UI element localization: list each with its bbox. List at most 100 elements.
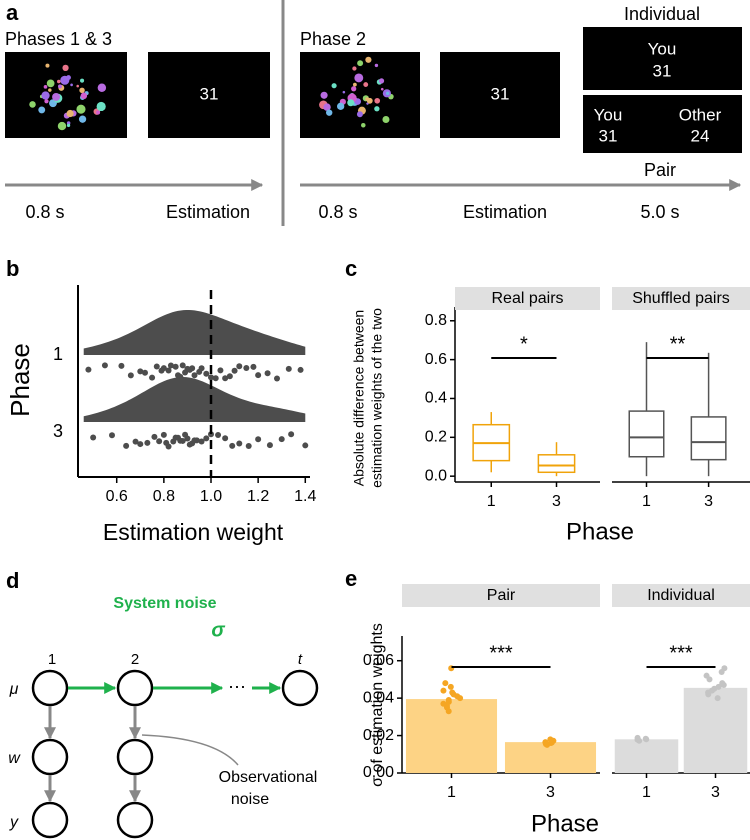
strip [612,287,750,310]
point [156,438,163,445]
strip [402,584,600,607]
stimulus-dot [97,83,107,92]
x-tick-label: 1 [642,493,651,510]
density [83,377,306,422]
point [245,442,252,449]
stimulus-dot [351,86,357,92]
point [255,436,262,443]
point [642,735,649,742]
point [142,369,148,376]
stimulus-dot [52,92,61,101]
point [542,739,549,746]
step-label: t [298,651,303,668]
time-label: Estimation [463,202,547,222]
point [149,374,156,381]
stimulus-dot [336,102,345,110]
significance: *** [489,642,513,664]
time-label: 0.8 s [318,202,357,222]
point [266,442,273,449]
stimulus-dot [385,91,390,96]
stimulus-dot [78,115,87,123]
point [264,370,271,377]
point [715,683,722,690]
phase-title: Phase 2 [300,29,366,49]
stimulus-dot [43,85,48,89]
point [285,365,292,372]
x-tick-label: 0.8 [153,488,175,505]
point [222,375,229,382]
point [144,439,151,446]
feedback-text: 31 [599,126,618,145]
point [217,367,224,374]
point [85,366,92,373]
stimulus-dot [80,92,88,100]
panel-label: e [345,566,357,591]
stimulus-dot [76,104,86,114]
x-tick-label: 1 [487,493,496,510]
time-label: 5.0 s [640,202,679,222]
y-tick-label: 0.6 [425,351,447,368]
stimulus-dot [66,121,71,125]
point [703,672,710,679]
stimulus-dot [96,101,106,112]
x-tick-label: 1.4 [294,488,316,505]
feedback-text: 31 [653,61,672,80]
node [31,669,69,707]
point [160,431,167,438]
stimulus-dot [48,88,52,92]
y-tick-label: 0.8 [425,312,447,329]
point [212,375,219,382]
point [440,700,447,707]
point [449,689,456,696]
strip-title: Pair [487,587,516,604]
stimulus-dot [80,78,85,83]
stimulus-dot [79,87,85,94]
stimulus-dot [331,83,337,89]
point [447,683,454,690]
node [116,669,154,707]
y-axis-label: σ of estimation weights [369,623,386,787]
point [132,438,139,445]
node [116,738,154,776]
point [165,443,172,450]
strip-title: Shuffled pairs [632,290,730,307]
node [281,669,319,707]
point [236,363,243,370]
panel-label: b [6,256,19,281]
point [215,431,222,438]
stimulus-dot [356,111,363,118]
point [137,368,144,375]
y-tick-label: 0.0 [425,467,447,484]
point [442,680,449,687]
point [278,436,285,443]
point [189,365,196,372]
point [547,736,554,743]
point [191,372,198,379]
feedback-title: Individual [624,4,700,24]
point [208,374,214,381]
point [193,437,200,444]
point [153,363,160,370]
stimulus-dot [361,122,366,128]
point [255,372,262,379]
strip [455,287,600,310]
stimulus [300,52,420,138]
significance: * [520,333,528,355]
x-tick-label: 3 [711,784,720,801]
y-tick-label: 3 [53,421,63,441]
point [302,442,309,449]
row-label: μ [9,681,19,698]
panel-label: d [6,568,19,593]
point [297,366,304,373]
point [165,367,172,374]
stimulus-dot [70,83,73,87]
node [116,801,154,839]
stimulus-dot [58,84,62,89]
point [151,433,158,440]
feedback-screen [583,95,742,153]
point [719,680,726,687]
phase-title: Phases 1 & 3 [5,29,112,49]
point [118,362,125,369]
point [198,365,205,372]
bar [614,739,679,773]
